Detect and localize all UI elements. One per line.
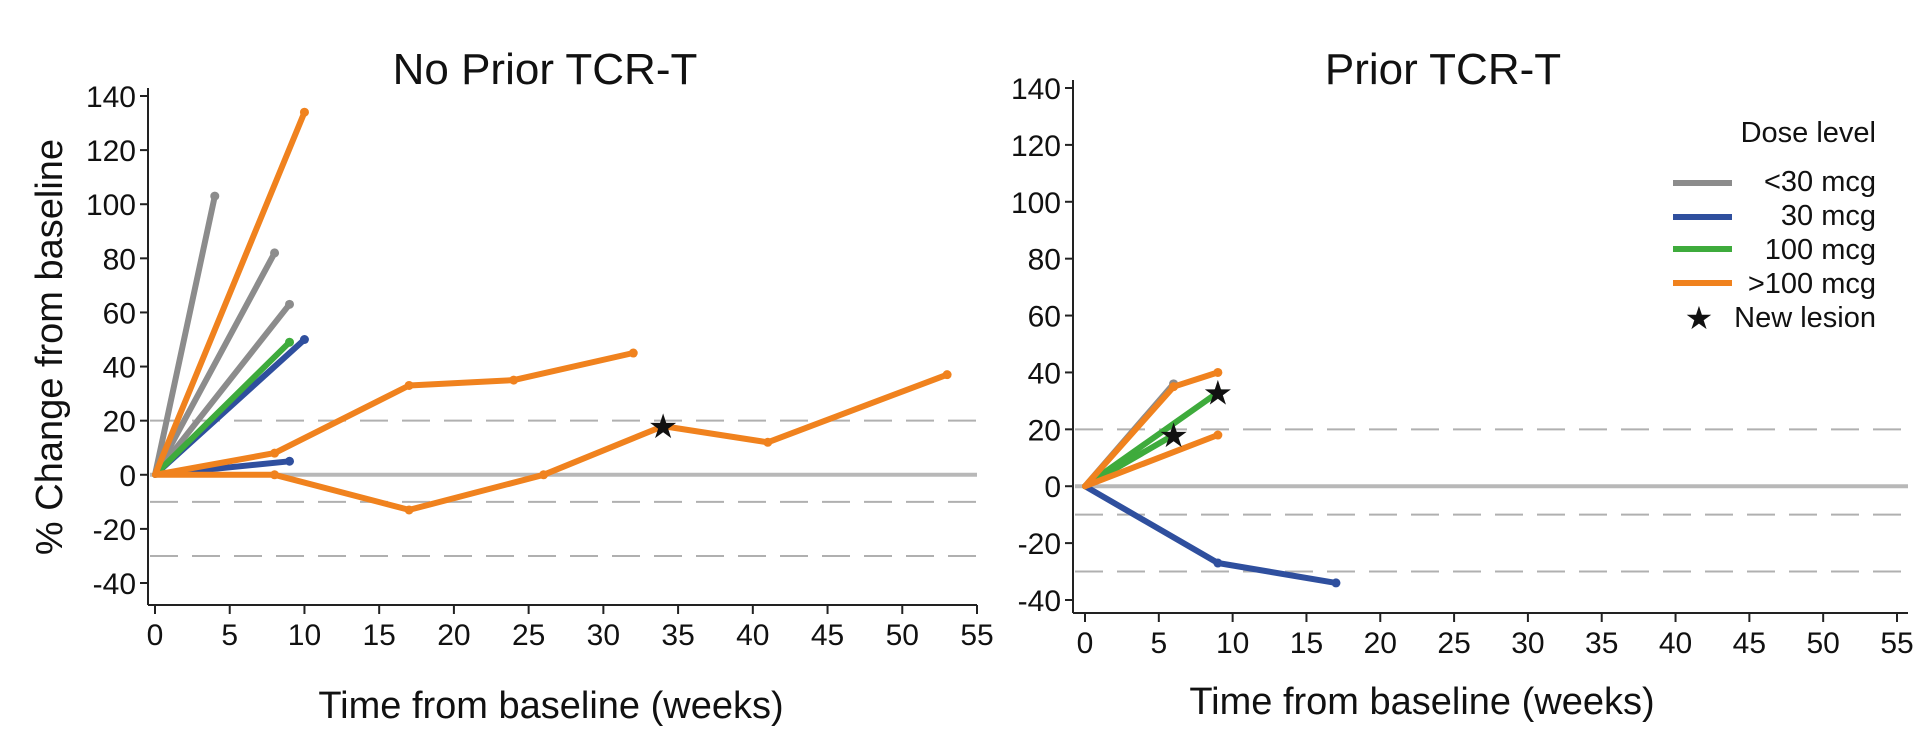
x-tick-label: 35 <box>1585 627 1618 660</box>
legend-label: 30 mcg <box>1781 200 1876 232</box>
series-point-30-mcg <box>1331 578 1341 588</box>
y-tick-label: 0 <box>119 460 136 493</box>
series-point-gt100-mcg <box>1213 430 1223 440</box>
y-tick-label: 120 <box>1011 130 1061 163</box>
x-axis-label: Time from baseline (weeks) <box>1189 681 1654 723</box>
y-tick-label: 20 <box>103 406 136 439</box>
series-point-30-mcg <box>285 456 295 466</box>
y-tick-label: 20 <box>1028 414 1061 447</box>
series-line-lt30-mcg <box>152 301 293 478</box>
x-tick-label: 25 <box>512 619 545 652</box>
y-tick-label: -20 <box>1018 528 1061 561</box>
panel-title: Prior TCR-T <box>1325 45 1561 94</box>
series-point-gt100-mcg <box>763 437 773 447</box>
x-tick-label: 45 <box>811 619 844 652</box>
legend-title: Dose level <box>1741 117 1876 149</box>
y-tick-label: 100 <box>1011 187 1061 220</box>
y-tick-label: 40 <box>103 352 136 385</box>
y-tick-label: 120 <box>86 135 136 168</box>
x-tick-label: 40 <box>736 619 769 652</box>
series-point-gt100-mcg <box>404 505 414 515</box>
y-tick-label: 60 <box>1028 301 1061 334</box>
y-tick-label: -20 <box>93 514 136 547</box>
legend: Dose level <30 mcg 30 mcg 100 mcg >100 m… <box>1673 117 1876 336</box>
x-tick-label: 15 <box>1290 627 1323 660</box>
x-tick-label: 40 <box>1659 627 1692 660</box>
series-point-lt30-mcg <box>210 191 220 201</box>
y-tick-label: 80 <box>1028 244 1061 277</box>
x-tick-label: 50 <box>886 619 919 652</box>
x-tick-label: 20 <box>1364 627 1397 660</box>
y-tick-label: 140 <box>1011 73 1061 106</box>
series-point-100-mcg <box>285 337 295 347</box>
x-tick-label: 0 <box>1077 627 1094 660</box>
x-tick-label: 45 <box>1733 627 1766 660</box>
x-tick-label: 10 <box>1216 627 1249 660</box>
series-point-gt100-mcg <box>1169 382 1179 392</box>
series-point-30-mcg <box>299 335 309 344</box>
y-tick-label: -40 <box>93 568 136 601</box>
series-point-gt100-mcg <box>270 448 280 458</box>
series-point-gt100-mcg <box>404 380 414 390</box>
series-line-lt30-mcg <box>152 249 278 478</box>
x-tick-label: 15 <box>362 619 395 652</box>
series-point-gt100-mcg <box>299 107 309 117</box>
panel-no-prior-tcr-t: No Prior TCR-T % Change from baseline Ti… <box>29 45 994 727</box>
y-tick-label: 0 <box>1044 471 1061 504</box>
y-tick-label: 60 <box>103 297 136 330</box>
series-point-gt100-mcg <box>658 421 668 431</box>
series-point-gt100-mcg <box>270 470 280 480</box>
y-tick-label: -40 <box>1018 585 1061 618</box>
x-axis-label: Time from baseline (weeks) <box>318 685 783 727</box>
y-tick-label: 100 <box>86 189 136 222</box>
series-point-gt100-mcg <box>539 470 549 480</box>
x-tick-label: 50 <box>1806 627 1839 660</box>
panel-prior-tcr-t: Prior TCR-T Time from baseline (weeks) 1… <box>1011 45 1914 723</box>
legend-label: <30 mcg <box>1764 166 1876 198</box>
x-tick-label: 0 <box>147 619 164 652</box>
series-line-100-mcg <box>152 339 293 478</box>
series-line-gt100-mcg <box>1082 432 1221 490</box>
y-tick-label: 140 <box>86 81 136 114</box>
x-tick-label: 35 <box>661 619 694 652</box>
series-point-gt100-mcg <box>1213 367 1223 377</box>
x-tick-label: 55 <box>960 619 993 652</box>
series-point-100-mcg <box>1169 430 1179 440</box>
legend-label: >100 mcg <box>1748 268 1876 300</box>
series-point-30-mcg <box>1213 558 1223 568</box>
y-tick-label: 40 <box>1028 357 1061 390</box>
x-tick-label: 10 <box>288 619 321 652</box>
x-tick-label: 5 <box>1150 627 1167 660</box>
series-point-lt30-mcg <box>285 299 295 309</box>
y-tick-label: 80 <box>103 243 136 276</box>
legend-label: New lesion <box>1734 302 1876 334</box>
series-line-30-mcg <box>1082 483 1339 586</box>
series-point-gt100-mcg <box>628 348 638 358</box>
x-tick-label: 30 <box>587 619 620 652</box>
x-tick-label: 20 <box>437 619 470 652</box>
x-tick-label: 30 <box>1511 627 1544 660</box>
new-lesion-star-icon: ★ <box>1203 374 1233 412</box>
series-point-lt30-mcg <box>270 248 280 258</box>
x-tick-label: 5 <box>221 619 238 652</box>
panel-title: No Prior TCR-T <box>393 45 698 94</box>
new-lesion-star-icon: ★ <box>648 408 678 446</box>
x-tick-label: 55 <box>1880 627 1913 660</box>
series-point-100-mcg <box>1213 387 1223 397</box>
series-point-gt100-mcg <box>509 375 519 385</box>
legend-label: 100 mcg <box>1765 234 1876 266</box>
series-line-lt30-mcg <box>152 193 218 478</box>
x-tick-label: 25 <box>1437 627 1470 660</box>
new-lesion-star-icon: ★ <box>1158 417 1188 455</box>
series-line-gt100-mcg <box>152 109 308 478</box>
series-line-gt100-mcg <box>152 371 951 513</box>
y-axis-label: % Change from baseline <box>29 139 71 555</box>
new-lesion-legend-star-icon: ★ <box>1685 300 1714 336</box>
series-point-gt100-mcg <box>942 370 952 380</box>
